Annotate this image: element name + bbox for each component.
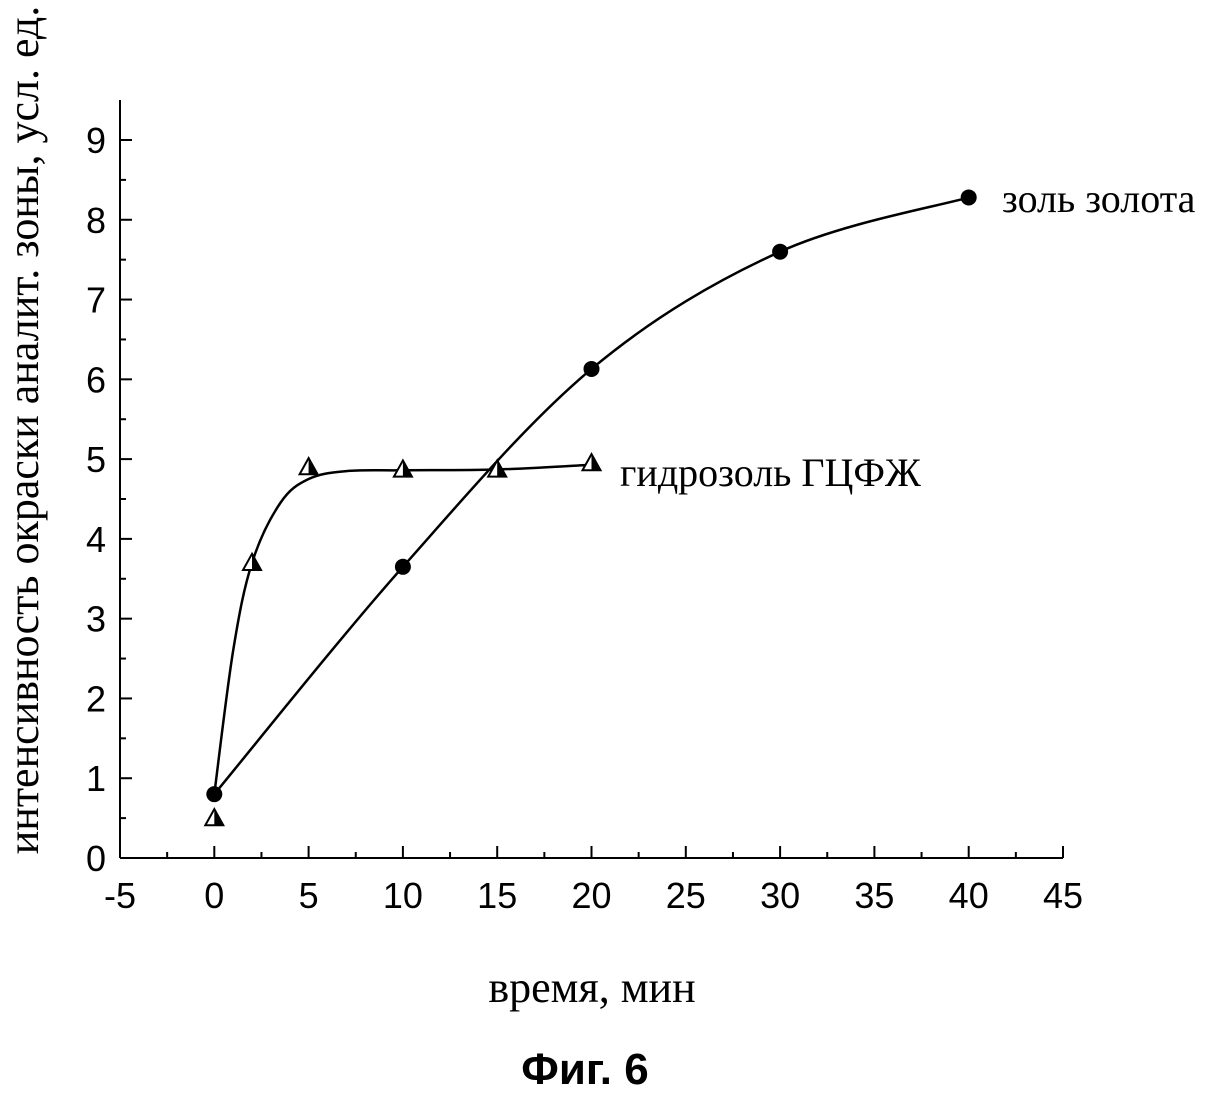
point-gold-sol <box>772 244 788 260</box>
y-tick-label: 0 <box>86 838 106 879</box>
x-tick-label: 15 <box>477 875 517 916</box>
x-tick-label: -5 <box>104 875 136 916</box>
x-tick-label: 20 <box>571 875 611 916</box>
x-tick-label: 30 <box>760 875 800 916</box>
y-tick-label: 4 <box>86 519 106 560</box>
y-tick-label: 6 <box>86 359 106 400</box>
x-tick-label: 0 <box>204 875 224 916</box>
x-tick-label: 45 <box>1043 875 1083 916</box>
y-tick-label: 8 <box>86 200 106 241</box>
figure-caption: Фиг. 6 <box>521 1045 648 1094</box>
x-tick-label: 5 <box>299 875 319 916</box>
y-tick-label: 1 <box>86 758 106 799</box>
x-tick-label: 35 <box>854 875 894 916</box>
y-tick-label: 5 <box>86 439 106 480</box>
y-tick-label: 7 <box>86 280 106 321</box>
x-tick-label: 25 <box>666 875 706 916</box>
y-tick-label: 3 <box>86 599 106 640</box>
curve-gold-sol <box>214 197 968 794</box>
y-tick-label: 9 <box>86 120 106 161</box>
point-gold-sol <box>584 361 600 377</box>
axes: -5051015202530354045 0123456789 <box>86 100 1083 916</box>
y-axis-title: интенсивность окраски аналит. зоны, усл.… <box>0 6 48 855</box>
point-gold-sol <box>206 786 222 802</box>
y-ticks: 0 1 2 3 4 5 6 7 8 9 <box>86 120 132 879</box>
curve-hydrosol <box>214 465 591 794</box>
curves <box>214 197 968 794</box>
x-ticks: -5 0 5 10 15 20 25 30 35 40 45 <box>104 846 1083 916</box>
x-tick-label: 10 <box>383 875 423 916</box>
points <box>205 189 976 825</box>
series-label-hydrosol: гидрозоль ГЦФЖ <box>620 450 921 495</box>
y-tick-label: 2 <box>86 678 106 719</box>
point-gold-sol <box>395 559 411 575</box>
point-hydrosol-fill <box>252 554 261 570</box>
labels: золь золота гидрозоль ГЦФЖ время, мин ин… <box>0 6 1196 1094</box>
point-gold-sol <box>961 189 977 205</box>
x-axis-title: время, мин <box>488 963 695 1012</box>
x-tick-label: 40 <box>949 875 989 916</box>
series-label-gold-sol: золь золота <box>1002 176 1196 221</box>
